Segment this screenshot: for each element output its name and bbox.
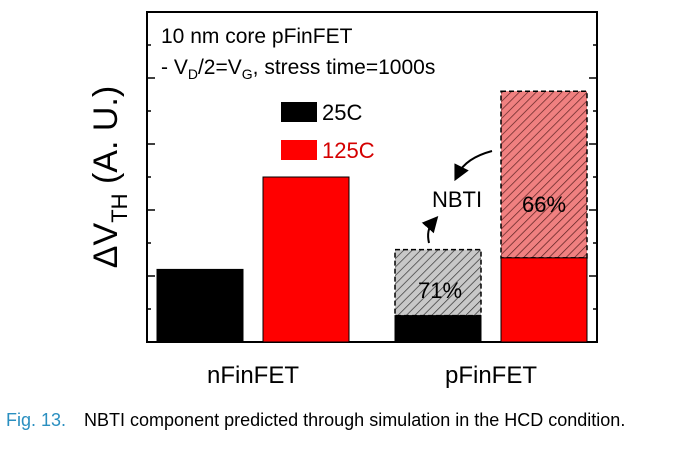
chart-title-line-2: - VD/2=VG, stress time=1000s	[161, 56, 435, 82]
x-tick-label-nfinfet: nFinFET	[207, 362, 299, 389]
annotations: NBTI 71% 66%	[418, 150, 566, 303]
y-ticks	[147, 44, 597, 310]
bar-nfinfet-25c	[156, 268, 244, 343]
annotation-nbti: NBTI	[432, 187, 482, 212]
bar-nbti-pfinfet-25c	[394, 248, 482, 317]
bars	[156, 90, 588, 343]
legend-label-25c: 25C	[322, 100, 362, 125]
chart-title-line-1: 10 nm core pFinFET	[161, 25, 353, 48]
bar-pfinfet-125c	[500, 257, 588, 343]
chart: 10 nm core pFinFET - VD/2=VG, stress tim…	[87, 11, 598, 389]
bar-pfinfet-25c	[394, 315, 482, 343]
annotation-66-pct: 66%	[522, 192, 566, 217]
arrow-to-nbti-icon	[454, 150, 493, 182]
legend-label-125c: 125C	[322, 138, 375, 163]
bar-nbti-pfinfet-125c	[500, 90, 588, 259]
bar-nfinfet-125c	[262, 176, 350, 343]
legend-swatch-125c	[281, 140, 317, 160]
x-tick-labels: nFinFET pFinFET	[207, 362, 537, 389]
figure-caption: Fig. 13. NBTI component predicted through…	[6, 409, 670, 431]
annotation-71-pct: 71%	[418, 278, 462, 303]
arrow-from-bar-icon	[421, 215, 439, 244]
y-axis-label: ΔVTH (A. U.)	[87, 86, 132, 268]
figure-caption-text: NBTI component predicted through simulat…	[84, 410, 626, 430]
x-tick-label-pfinfet: pFinFET	[445, 362, 537, 389]
figure-label: Fig. 13.	[6, 410, 67, 430]
legend-swatch-25c	[281, 102, 317, 122]
legend: 25C 125C	[281, 100, 375, 163]
